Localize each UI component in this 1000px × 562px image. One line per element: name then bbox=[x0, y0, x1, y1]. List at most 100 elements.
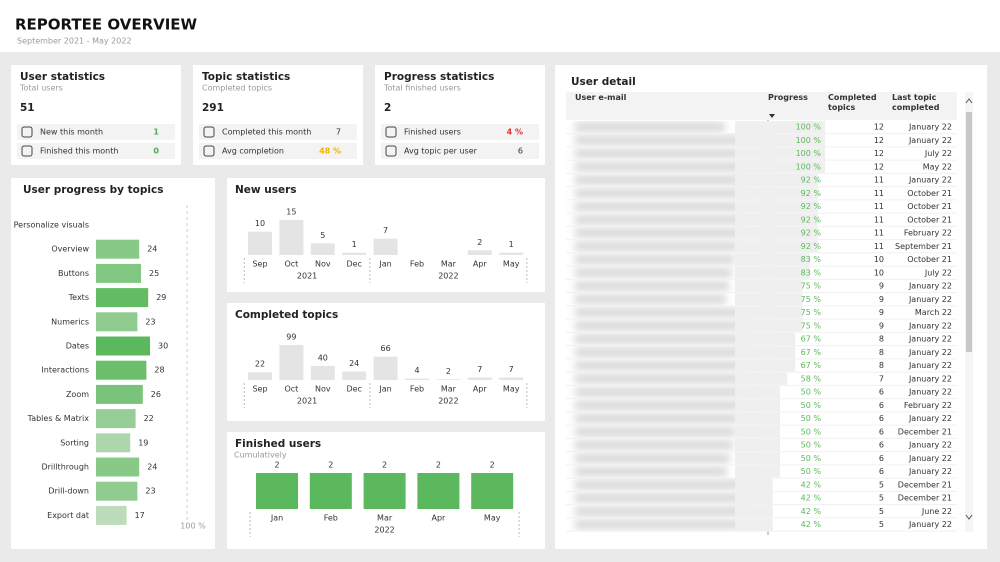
blurred-email bbox=[575, 360, 751, 371]
last-topic-cell: January 22 bbox=[908, 361, 952, 370]
last-topic-cell: October 21 bbox=[907, 215, 952, 224]
last-topic-cell: March 22 bbox=[915, 308, 952, 317]
blurred-email bbox=[575, 188, 750, 199]
column-header: User e-mail bbox=[575, 93, 627, 102]
progress-label: 42 % bbox=[801, 494, 822, 503]
progress-bar bbox=[735, 240, 818, 253]
progress-label: 50 % bbox=[801, 427, 822, 436]
scroll-up[interactable] bbox=[965, 98, 973, 104]
bar bbox=[256, 473, 298, 509]
year-label: 2022 bbox=[438, 397, 458, 406]
completed-cell: 8 bbox=[879, 361, 884, 370]
value-label: 29 bbox=[156, 293, 166, 302]
bar bbox=[436, 379, 461, 380]
progress-label: 92 % bbox=[801, 229, 822, 238]
category-label: Drill-down bbox=[48, 487, 89, 496]
row-value: 0 bbox=[153, 147, 159, 156]
value-label: 2 bbox=[446, 367, 451, 376]
last-topic-cell: January 22 bbox=[908, 454, 952, 463]
year-label: 2022 bbox=[438, 272, 458, 281]
progress-bar bbox=[735, 187, 818, 200]
report-subtitle: September 2021 - May 2022 bbox=[17, 37, 132, 46]
last-topic-cell: January 22 bbox=[908, 374, 952, 383]
progress-bar bbox=[735, 386, 780, 398]
value-label: 30 bbox=[158, 342, 168, 351]
value-label: 5 bbox=[320, 231, 325, 240]
bar bbox=[96, 384, 143, 404]
bar bbox=[96, 239, 140, 259]
progress-bar bbox=[735, 346, 796, 359]
progress-label: 75 % bbox=[801, 282, 822, 291]
chart-title: Completed topics bbox=[235, 309, 338, 321]
blurred-email bbox=[575, 214, 744, 225]
progress-bar bbox=[735, 412, 780, 425]
last-topic-cell: December 21 bbox=[898, 480, 952, 489]
last-topic-cell: May 22 bbox=[923, 162, 952, 171]
bar bbox=[96, 505, 127, 525]
bar bbox=[417, 473, 460, 509]
column-header-text[interactable]: Completed topics bbox=[828, 93, 877, 112]
bar bbox=[467, 250, 492, 255]
row-label: Avg topic per user bbox=[404, 147, 478, 156]
bar bbox=[310, 365, 335, 380]
row-icon bbox=[203, 145, 215, 157]
last-topic-cell: October 21 bbox=[907, 202, 952, 211]
category-label: Numerics bbox=[51, 317, 89, 326]
last-topic-cell: December 21 bbox=[898, 494, 952, 503]
x-tick-label: Feb bbox=[324, 514, 338, 523]
chart-subtitle: Cumulatively bbox=[234, 451, 287, 460]
column-header-text[interactable]: Progress bbox=[768, 93, 808, 102]
card-row bbox=[17, 124, 175, 140]
x-tick-label: Oct bbox=[284, 260, 298, 269]
progress-bar bbox=[735, 372, 788, 385]
blurred-email bbox=[575, 267, 732, 278]
value-label: 2 bbox=[490, 461, 495, 470]
chart-title: Finished users bbox=[235, 438, 321, 450]
x-tick-label: May bbox=[503, 385, 520, 394]
progress-bar bbox=[735, 174, 818, 186]
completed-cell: 10 bbox=[874, 255, 884, 264]
progress-label: 75 % bbox=[801, 321, 822, 330]
bar bbox=[405, 378, 429, 380]
progress-label: 100 % bbox=[796, 123, 822, 132]
column-header-text[interactable]: Last topic completed bbox=[892, 93, 940, 112]
x-tick-label: Apr bbox=[473, 385, 488, 394]
x-tick-label: Jan bbox=[270, 514, 283, 523]
row-value: 48 % bbox=[319, 147, 341, 156]
last-topic-cell: January 22 bbox=[908, 176, 952, 185]
value-label: 2 bbox=[328, 461, 333, 470]
bar bbox=[309, 473, 352, 509]
last-topic-cell: January 22 bbox=[908, 520, 952, 529]
scrollbar-thumb[interactable] bbox=[966, 112, 972, 352]
completed-cell: 9 bbox=[879, 295, 884, 304]
column-header-text[interactable]: User e-mail bbox=[575, 93, 627, 102]
card-subtitle: Completed topics bbox=[202, 84, 272, 93]
last-topic-cell: February 22 bbox=[904, 229, 952, 238]
progress-label: 67 % bbox=[801, 335, 822, 344]
row-icon bbox=[203, 126, 215, 138]
chart-title: New users bbox=[235, 184, 297, 196]
completed-cell: 6 bbox=[879, 427, 884, 436]
progress-bar bbox=[735, 227, 818, 239]
row-value: 6 bbox=[518, 147, 523, 156]
progress-bar bbox=[735, 147, 825, 160]
value-label: 2 bbox=[436, 461, 441, 470]
last-topic-cell: January 22 bbox=[908, 123, 952, 132]
value-label: 19 bbox=[138, 438, 148, 447]
progress-bar bbox=[735, 425, 780, 438]
progress-bar bbox=[735, 266, 810, 279]
progress-bar bbox=[735, 439, 780, 451]
x-tick-label: Feb bbox=[410, 385, 424, 394]
bar bbox=[96, 457, 140, 477]
value-label: 24 bbox=[349, 359, 359, 368]
year-label: 2021 bbox=[297, 397, 317, 406]
value-label: 15 bbox=[286, 208, 296, 217]
last-topic-cell: October 21 bbox=[907, 189, 952, 198]
category-label: Texts bbox=[68, 293, 89, 302]
progress-bar bbox=[735, 505, 773, 518]
completed-cell: 6 bbox=[879, 401, 884, 410]
last-topic-cell: January 22 bbox=[908, 321, 952, 330]
scroll-down[interactable] bbox=[965, 514, 973, 520]
bar bbox=[96, 263, 141, 283]
